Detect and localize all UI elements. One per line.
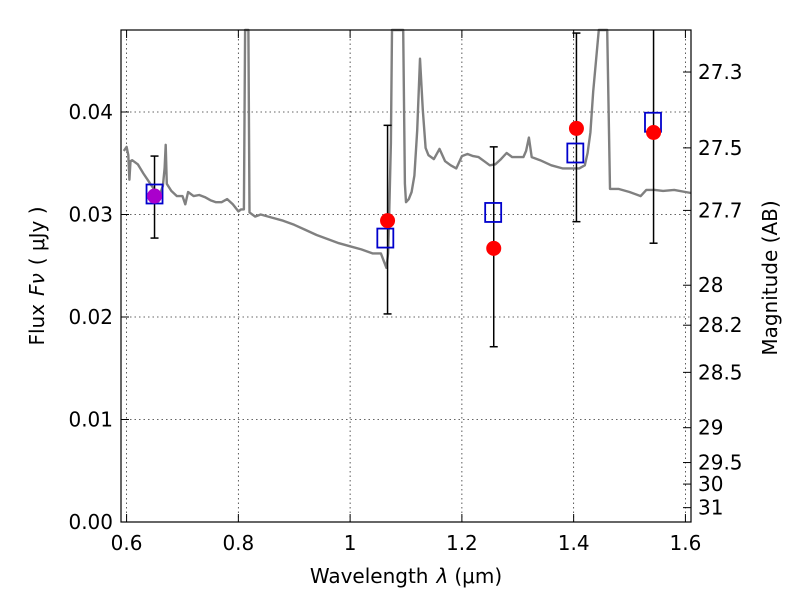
y-tick-label: 0.03 xyxy=(68,203,113,227)
model-band-square xyxy=(566,142,585,164)
x-tick-label: 1.4 xyxy=(558,531,590,555)
right-axis-label: Magnitude (AB) xyxy=(758,200,782,355)
y-tick-label: 0.01 xyxy=(68,408,113,432)
observed-point xyxy=(646,125,662,140)
x-tick-label: 0.6 xyxy=(111,531,143,555)
x-tick-label: 1.6 xyxy=(670,531,702,555)
model-spectrum-layer xyxy=(122,28,692,269)
model-band-square xyxy=(484,202,503,223)
x-tick-label: 1 xyxy=(344,531,357,555)
tick-layer: 0.6 0.8 1 1.2 1.4 1.6 0.00 0.01 0.02 0.03 0.04 27.3… xyxy=(68,30,743,555)
y-tick-label: 0.02 xyxy=(68,305,113,329)
grid-layer xyxy=(121,30,691,522)
right-tick-label: 28.2 xyxy=(698,313,743,337)
observed-point xyxy=(568,120,584,136)
observed-point xyxy=(380,213,396,229)
y-tick-label: 0.04 xyxy=(68,100,113,124)
right-tick-label: 28.5 xyxy=(698,360,743,384)
y-axis-label: FluxFν( μJy ) xyxy=(25,206,49,345)
observed-marker-layer xyxy=(147,120,662,256)
right-tick-label: 30 xyxy=(698,472,723,496)
right-tick-label: 29 xyxy=(698,416,723,440)
right-tick-label: 31 xyxy=(698,496,723,520)
x-tick-label: 1.2 xyxy=(446,531,478,555)
right-tick-label: 28 xyxy=(698,273,723,297)
y-tick-label: 0.00 xyxy=(68,510,113,534)
x-axis-label: Wavelength λ (μm) xyxy=(310,564,502,588)
model-spectrum-line xyxy=(122,28,692,269)
right-tick-label: 29.5 xyxy=(698,451,743,475)
plot-frame xyxy=(120,29,692,523)
right-tick-label: 27.5 xyxy=(698,136,743,160)
observed-point xyxy=(486,240,502,256)
right-tick-label: 27.3 xyxy=(698,60,743,84)
x-tick-label: 0.8 xyxy=(222,531,254,555)
right-tick-label: 27.7 xyxy=(698,198,743,222)
model-band-square xyxy=(376,227,395,249)
observed-point xyxy=(147,188,163,204)
